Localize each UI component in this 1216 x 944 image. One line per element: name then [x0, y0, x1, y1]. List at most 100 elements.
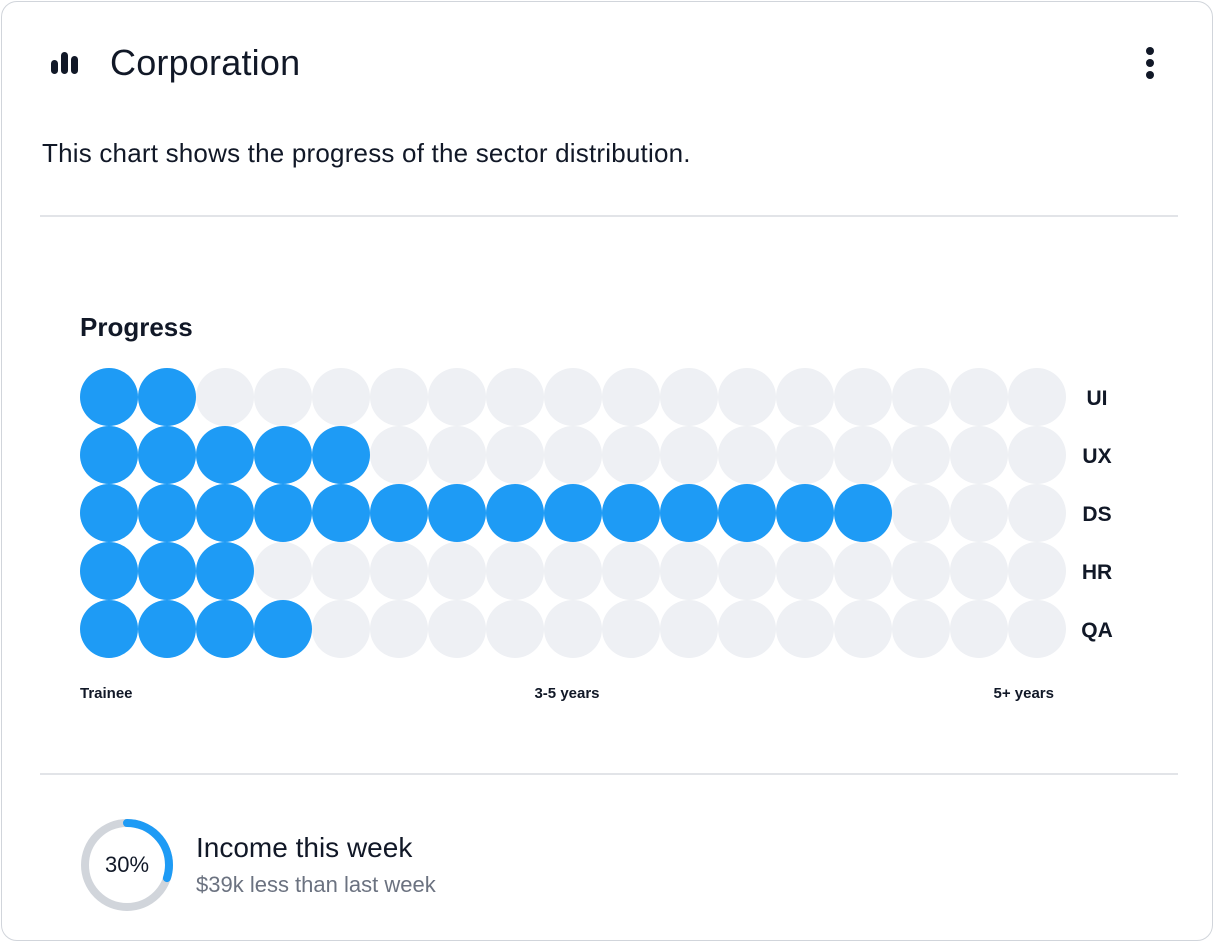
waffle-dot-ui	[138, 368, 196, 426]
waffle-dot-ds	[486, 484, 544, 542]
waffle-dot-hr	[80, 542, 138, 600]
waffle-dot-hr	[196, 542, 254, 600]
waffle-dot-hr	[544, 542, 602, 600]
bottom-divider	[40, 773, 1178, 775]
waffle-dot-ui	[312, 368, 370, 426]
waffle-dot-qa	[776, 600, 834, 658]
waffle-dot-ux	[80, 426, 138, 484]
waffle-dot-ui	[950, 368, 1008, 426]
waffle-dot-ux	[544, 426, 602, 484]
waffle-dot-qa	[254, 600, 312, 658]
top-divider	[40, 215, 1178, 217]
category-label-ux: UX	[1082, 445, 1111, 468]
waffle-dot-ux	[602, 426, 660, 484]
waffle-dot-hr	[834, 542, 892, 600]
waffle-dot-qa	[196, 600, 254, 658]
waffle-dot-ui	[892, 368, 950, 426]
waffle-dot-ui	[776, 368, 834, 426]
waffle-dot-qa	[428, 600, 486, 658]
x-tick-label: 5+ years	[994, 685, 1054, 702]
waffle-dot-ux	[660, 426, 718, 484]
waffle-dot-ds	[776, 484, 834, 542]
waffle-dot-ds	[312, 484, 370, 542]
ring-percent-label: 30%	[104, 852, 150, 877]
waffle-dot-qa	[544, 600, 602, 658]
waffle-dot-hr	[1008, 542, 1066, 600]
waffle-dot-ux	[718, 426, 776, 484]
waffle-dot-qa	[834, 600, 892, 658]
waffle-dot-qa	[486, 600, 544, 658]
category-label-hr: HR	[1082, 561, 1112, 584]
waffle-dot-ux	[312, 426, 370, 484]
waffle-dot-ux	[486, 426, 544, 484]
category-label-ui: UI	[1087, 387, 1108, 410]
waffle-dot-ux	[892, 426, 950, 484]
waffle-dot-ui	[254, 368, 312, 426]
waffle-dot-ui	[486, 368, 544, 426]
category-label-qa: QA	[1081, 619, 1113, 642]
waffle-dot-qa	[950, 600, 1008, 658]
waffle-dot-hr	[138, 542, 196, 600]
waffle-dot-ux	[370, 426, 428, 484]
waffle-dot-ds	[718, 484, 776, 542]
waffle-dot-ux	[254, 426, 312, 484]
bar-chart-icon	[50, 48, 80, 78]
waffle-dot-ds	[602, 484, 660, 542]
waffle-dot-ds	[254, 484, 312, 542]
waffle-dot-ux	[138, 426, 196, 484]
waffle-dot-qa	[1008, 600, 1066, 658]
waffle-dot-qa	[80, 600, 138, 658]
waffle-dot-ui	[602, 368, 660, 426]
waffle-dot-qa	[312, 600, 370, 658]
waffle-dot-qa	[892, 600, 950, 658]
card-header: Corporation	[50, 38, 300, 88]
waffle-dot-hr	[950, 542, 1008, 600]
waffle-dot-ux	[834, 426, 892, 484]
waffle-dot-ui	[370, 368, 428, 426]
waffle-dot-ux	[196, 426, 254, 484]
x-tick-label: 3-5 years	[534, 685, 599, 702]
waffle-dot-ds	[1008, 484, 1066, 542]
waffle-dot-ux	[428, 426, 486, 484]
waffle-dot-ui	[718, 368, 776, 426]
more-vertical-icon[interactable]	[1140, 46, 1160, 80]
waffle-dot-ui	[196, 368, 254, 426]
waffle-dot-ds	[370, 484, 428, 542]
waffle-dot-ds	[950, 484, 1008, 542]
card-title: Corporation	[110, 42, 301, 83]
waffle-dot-hr	[718, 542, 776, 600]
waffle-dot-qa	[138, 600, 196, 658]
chart-title: Progress	[80, 312, 193, 342]
waffle-dot-hr	[312, 542, 370, 600]
waffle-dot-hr	[428, 542, 486, 600]
waffle-dot-hr	[602, 542, 660, 600]
waffle-dot-hr	[486, 542, 544, 600]
waffle-dot-ds	[660, 484, 718, 542]
waffle-dot-qa	[602, 600, 660, 658]
category-label-ds: DS	[1082, 503, 1111, 526]
waffle-dot-qa	[718, 600, 776, 658]
waffle-dot-ds	[80, 484, 138, 542]
x-tick-label: Trainee	[80, 685, 133, 702]
card-description: This chart shows the progress of the sec…	[42, 138, 691, 168]
waffle-dot-ux	[776, 426, 834, 484]
ring-fill	[81, 819, 173, 911]
waffle-dot-hr	[370, 542, 428, 600]
waffle-dot-ui	[428, 368, 486, 426]
waffle-dot-ds	[544, 484, 602, 542]
waffle-dot-ux	[950, 426, 1008, 484]
waffle-dot-hr	[776, 542, 834, 600]
waffle-dot-ds	[892, 484, 950, 542]
waffle-dot-hr	[660, 542, 718, 600]
waffle-dot-ui	[1008, 368, 1066, 426]
waffle-dot-ds	[834, 484, 892, 542]
progress-ring	[81, 819, 173, 911]
waffle-dot-qa	[370, 600, 428, 658]
waffle-dot-ui	[544, 368, 602, 426]
income-title: Income this week	[196, 832, 413, 863]
waffle-dot-ui	[660, 368, 718, 426]
waffle-dot-ds	[138, 484, 196, 542]
waffle-dot-ui	[80, 368, 138, 426]
income-subtitle: $39k less than last week	[196, 872, 436, 897]
